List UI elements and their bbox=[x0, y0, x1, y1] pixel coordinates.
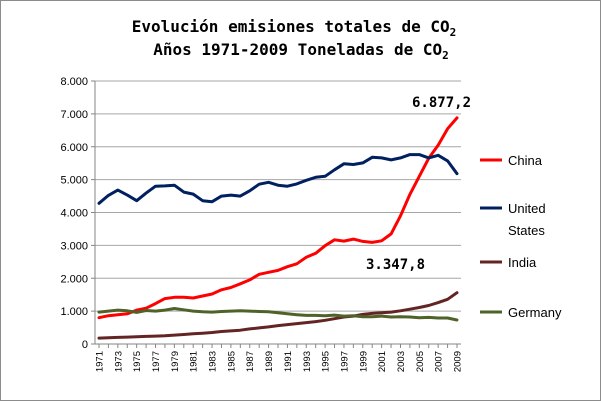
x-tick-label: 2009 bbox=[453, 351, 464, 372]
legend-item-india: India bbox=[480, 255, 537, 270]
legend-item-germany: Germany bbox=[480, 305, 562, 320]
x-tick-label: 1995 bbox=[321, 351, 332, 372]
annotation-china-2002: 3.347,8 bbox=[366, 257, 425, 273]
series-line-united-states bbox=[97, 153, 459, 205]
series-lines bbox=[97, 116, 459, 340]
x-tick-label: 1987 bbox=[245, 351, 256, 372]
x-tick-label: 1991 bbox=[283, 351, 294, 372]
y-tick-label: 4.000 bbox=[60, 208, 88, 220]
x-axis: 1971 1973 1975 1977 1979 1981 1983 1985 1987 1989… bbox=[95, 343, 464, 372]
x-tick-label: 1999 bbox=[358, 351, 369, 372]
legend-label: Germany bbox=[508, 305, 562, 320]
y-tick-label: 2.000 bbox=[60, 273, 88, 285]
x-tick-label: 1971 bbox=[95, 351, 106, 372]
series-line-china bbox=[97, 116, 459, 320]
legend-item-china: China bbox=[480, 153, 543, 168]
x-tick-label: 1979 bbox=[170, 351, 181, 372]
x-tick-label: 1975 bbox=[132, 351, 143, 372]
x-tick-label: 1981 bbox=[189, 351, 200, 372]
legend-label-line2: States bbox=[508, 223, 545, 238]
legend-label: United bbox=[508, 201, 546, 216]
x-tick-label: 1989 bbox=[264, 351, 275, 372]
legend: China United States India Germany bbox=[480, 153, 562, 320]
x-tick-label: 1977 bbox=[151, 351, 162, 372]
annotation-china-2009: 6.877,2 bbox=[412, 95, 471, 111]
gridlines bbox=[95, 80, 461, 312]
chart-title-line2: Años 1971-2009 Toneladas de CO2 bbox=[153, 40, 449, 62]
x-tick-label: 2005 bbox=[415, 351, 426, 372]
legend-label: India bbox=[508, 255, 537, 270]
x-tick-label: 1973 bbox=[113, 351, 124, 372]
y-tick-label: 1.000 bbox=[60, 306, 88, 318]
y-tick-label: 3.000 bbox=[60, 240, 88, 252]
chart-title-line1: Evolución emisiones totales de CO2 bbox=[132, 17, 457, 39]
x-tick-label: 1997 bbox=[339, 351, 350, 372]
legend-item-united-states: United States bbox=[480, 201, 546, 238]
x-tick-label: 2007 bbox=[434, 351, 445, 372]
legend-label: China bbox=[508, 153, 543, 168]
y-tick-label: 5.000 bbox=[60, 175, 88, 187]
x-tick-label: 1983 bbox=[208, 351, 219, 372]
y-tick-label: 7.000 bbox=[60, 109, 88, 121]
x-tick-label: 2003 bbox=[396, 351, 407, 372]
y-axis: 0 1.000 2.000 3.000 4.000 5.000 6.000 7.000 8.00… bbox=[60, 76, 96, 351]
series-line-germany bbox=[97, 307, 459, 322]
x-tick-label: 1985 bbox=[226, 351, 237, 372]
x-tick-label: 1993 bbox=[302, 351, 313, 372]
y-tick-label: 8.000 bbox=[60, 76, 88, 88]
y-tick-label: 6.000 bbox=[60, 142, 88, 154]
y-tick-label: 0 bbox=[82, 339, 88, 351]
series-line-india bbox=[97, 291, 459, 340]
x-tick-label: 2001 bbox=[377, 351, 388, 372]
